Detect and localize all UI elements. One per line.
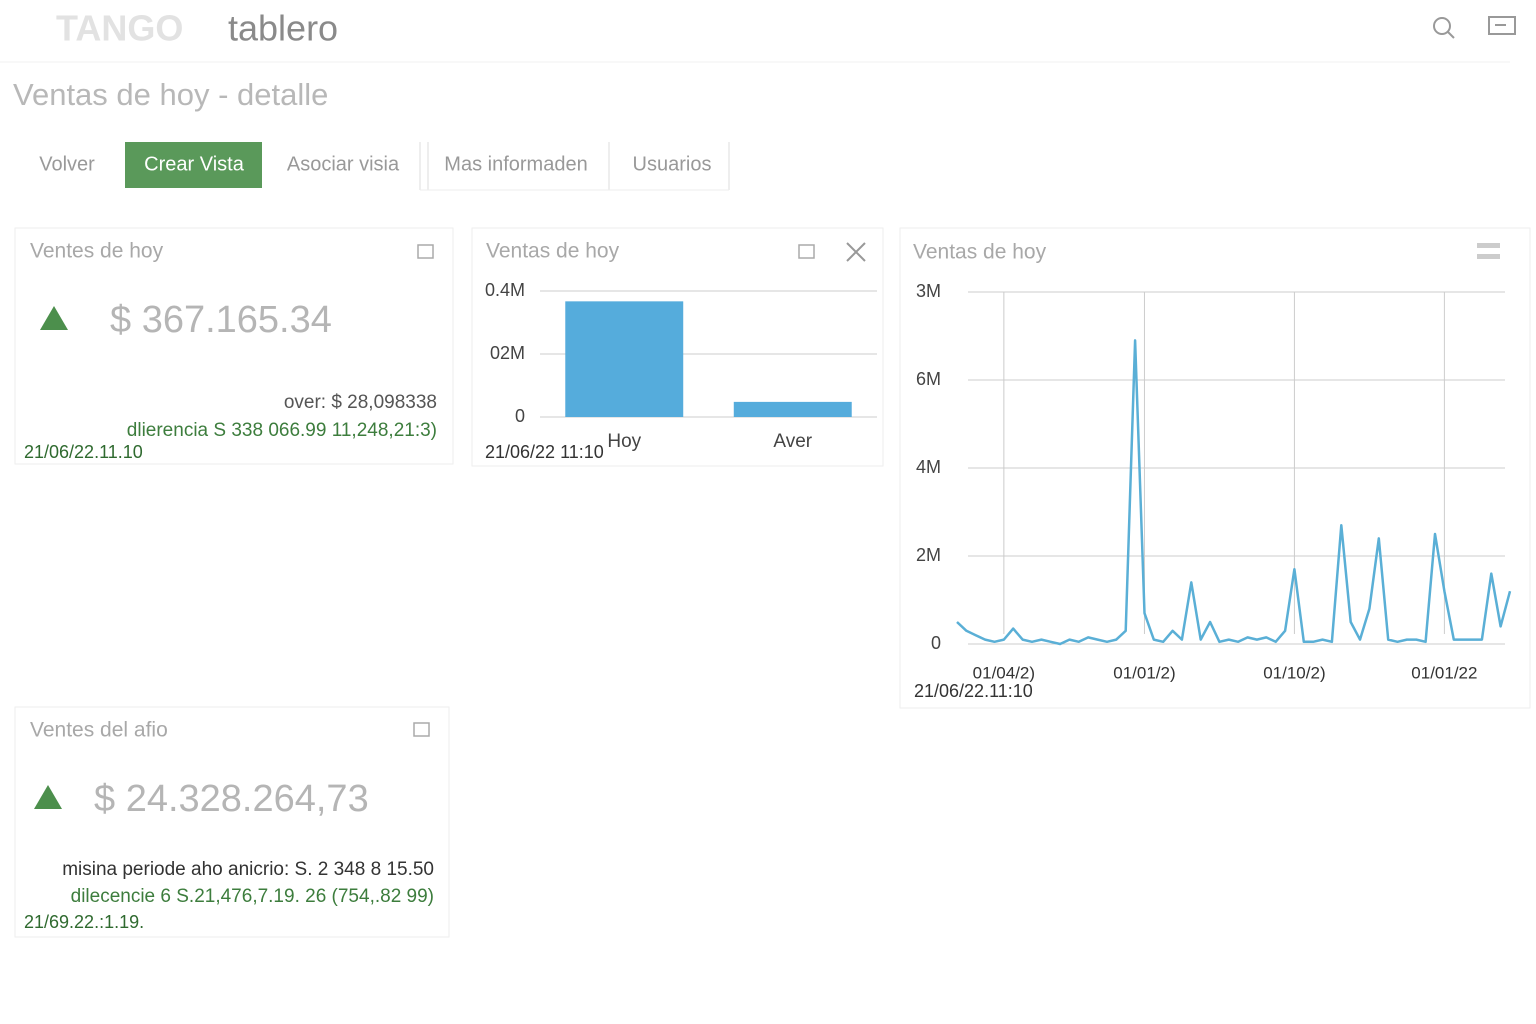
app-name: tablero <box>228 8 338 49</box>
x-tick-label: 01/10/2) <box>1263 663 1325 682</box>
logo: TANGO <box>56 8 183 49</box>
kpi-value: $ 367.165.34 <box>110 299 332 341</box>
card-title: Ventas de hoy <box>913 241 1047 264</box>
x-tick-label: 01/04/2) <box>973 663 1035 682</box>
y-tick-label: 0 <box>931 633 941 653</box>
card-title: Ventes de hoy <box>30 240 164 263</box>
bar <box>565 301 684 417</box>
kpi-line: dilecencie 6 S.21,476,7.19. 26 (754,.82 … <box>71 886 434 907</box>
toolbar: Volver Crear Vista Asociar visia Mas inf… <box>39 142 730 191</box>
timestamp: 21/06/22 11:10 <box>485 442 604 462</box>
timestamp: 21/69.22.:1.19. <box>24 912 144 932</box>
card-title: Ventas de hoy <box>486 240 620 263</box>
card <box>14 706 450 938</box>
up-arrow <box>34 785 62 809</box>
card <box>471 227 884 467</box>
line-series <box>956 339 1512 646</box>
y-tick-label: 3M <box>916 281 941 301</box>
y-tick-label: 0.4M <box>485 280 525 300</box>
maximize-icon[interactable] <box>413 722 430 737</box>
card-title: Ventes del afio <box>30 719 168 742</box>
button[interactable]: Usuarios <box>633 153 712 175</box>
page-title: Ventas de hoy - detalle <box>13 77 328 112</box>
exit-icon[interactable] <box>1488 16 1516 35</box>
y-tick-label: 2M <box>916 545 941 565</box>
up-arrow <box>40 306 68 330</box>
y-tick-label: 6M <box>916 369 941 389</box>
button[interactable]: Crear Vista <box>144 153 245 175</box>
kpi-line: misina periode aho anicrio: S. 2 348 8 1… <box>62 859 434 880</box>
x-tick-label: Aver <box>773 431 812 452</box>
y-tick-label: 02M <box>490 343 525 363</box>
x-tick-label: 01/01/22 <box>1411 663 1477 682</box>
bar <box>733 401 852 417</box>
kpi-value: $ 24.328.264,73 <box>94 778 369 820</box>
kpi-line: over: $ 28,098338 <box>284 392 437 413</box>
y-tick-label: 4M <box>916 457 941 477</box>
card <box>899 227 1531 709</box>
expand-icon[interactable] <box>846 242 866 262</box>
card <box>14 227 454 465</box>
x-tick-label: Hoy <box>607 431 641 452</box>
search-icon[interactable] <box>1433 17 1455 39</box>
menu-icon[interactable] <box>1477 243 1500 259</box>
timestamp: 21/06/22.11:10 <box>914 681 1033 701</box>
maximize-icon[interactable] <box>417 244 434 259</box>
y-tick-label: 0 <box>515 406 525 426</box>
x-tick-label: 01/01/2) <box>1113 663 1175 682</box>
timestamp: 21/06/22.11.10 <box>24 442 143 462</box>
button[interactable]: Mas informaden <box>444 153 587 175</box>
kpi-line: dlierencia S 338 066.99 11,248,21:3) <box>127 420 437 441</box>
button[interactable]: Volver <box>39 153 95 175</box>
maximize-icon[interactable] <box>798 244 815 259</box>
button[interactable]: Asociar visia <box>287 153 400 175</box>
button-bg <box>125 142 262 188</box>
